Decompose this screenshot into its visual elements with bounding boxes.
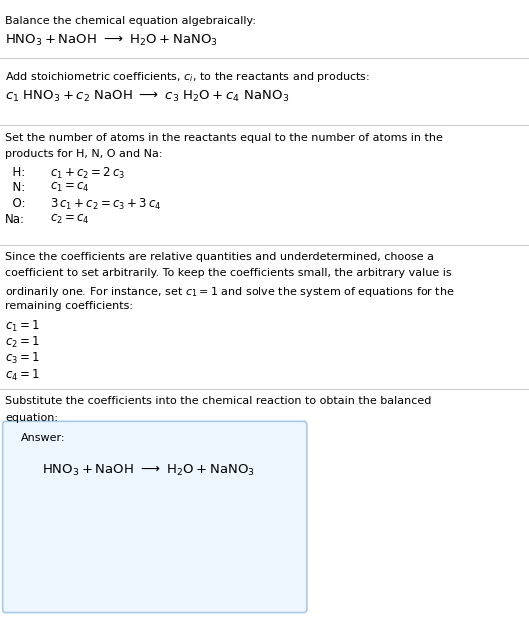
Text: Since the coefficients are relative quantities and underdetermined, choose a: Since the coefficients are relative quan… (5, 252, 434, 262)
Text: $\mathrm{HNO_3 + NaOH \ \longrightarrow \ H_2O + NaNO_3}$: $\mathrm{HNO_3 + NaOH \ \longrightarrow … (42, 463, 255, 478)
Text: Substitute the coefficients into the chemical reaction to obtain the balanced: Substitute the coefficients into the che… (5, 396, 432, 406)
FancyBboxPatch shape (3, 421, 307, 613)
Text: Add stoichiometric coefficients, $c_i$, to the reactants and products:: Add stoichiometric coefficients, $c_i$, … (5, 70, 370, 84)
Text: Na:: Na: (5, 213, 25, 226)
Text: $c_2 = 1$: $c_2 = 1$ (5, 335, 40, 350)
Text: $c_3 = 1$: $c_3 = 1$ (5, 351, 40, 366)
Text: $c_1 + c_2 = 2\,c_3$: $c_1 + c_2 = 2\,c_3$ (50, 166, 125, 181)
Text: Set the number of atoms in the reactants equal to the number of atoms in the: Set the number of atoms in the reactants… (5, 133, 443, 143)
Text: $c_1\ \mathrm{HNO_3} + c_2\ \mathrm{NaOH} \ \longrightarrow \ c_3\ \mathrm{H_2O}: $c_1\ \mathrm{HNO_3} + c_2\ \mathrm{NaOH… (5, 89, 289, 104)
Text: H:: H: (5, 166, 25, 179)
Text: equation:: equation: (5, 413, 58, 423)
Text: O:: O: (5, 197, 26, 210)
Text: $c_1 = 1$: $c_1 = 1$ (5, 319, 40, 334)
Text: $3\,c_1 + c_2 = c_3 + 3\,c_4$: $3\,c_1 + c_2 = c_3 + 3\,c_4$ (50, 197, 162, 212)
Text: ordinarily one. For instance, set $c_1 = 1$ and solve the system of equations fo: ordinarily one. For instance, set $c_1 =… (5, 285, 455, 298)
Text: coefficient to set arbitrarily. To keep the coefficients small, the arbitrary va: coefficient to set arbitrarily. To keep … (5, 268, 452, 278)
Text: N:: N: (5, 181, 25, 194)
Text: $\mathrm{HNO_3 + NaOH \ \longrightarrow \ H_2O + NaNO_3}$: $\mathrm{HNO_3 + NaOH \ \longrightarrow … (5, 33, 218, 48)
Text: Answer:: Answer: (21, 433, 66, 443)
Text: $c_1 = c_4$: $c_1 = c_4$ (50, 181, 90, 194)
Text: Balance the chemical equation algebraically:: Balance the chemical equation algebraica… (5, 16, 256, 26)
Text: remaining coefficients:: remaining coefficients: (5, 301, 133, 311)
Text: $c_2 = c_4$: $c_2 = c_4$ (50, 213, 90, 226)
Text: $c_4 = 1$: $c_4 = 1$ (5, 367, 40, 382)
Text: products for H, N, O and Na:: products for H, N, O and Na: (5, 149, 163, 159)
